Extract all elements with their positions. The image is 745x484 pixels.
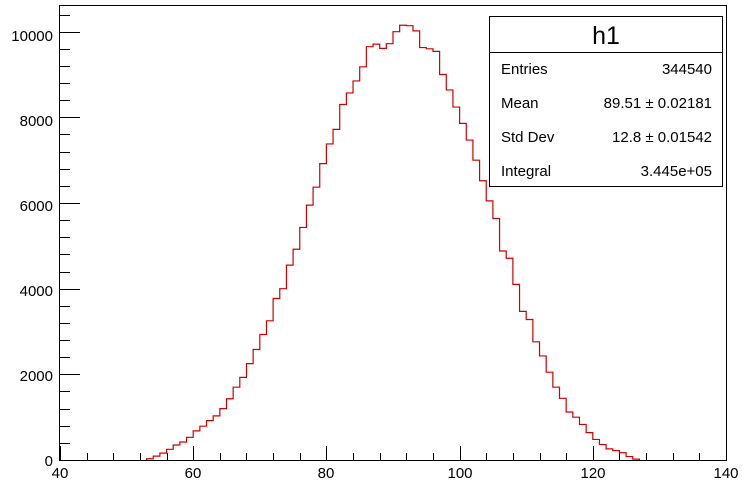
- histogram-bin: [453, 107, 460, 460]
- histogram-bin: [606, 449, 613, 460]
- stats-entries-label: Entries: [501, 61, 548, 78]
- histogram-bin: [466, 140, 473, 460]
- histogram-bin: [207, 421, 214, 460]
- plot-frame: [59, 5, 727, 461]
- histogram-bin: [573, 417, 580, 460]
- histogram-bin: [300, 227, 307, 460]
- histogram-bin: [406, 26, 413, 460]
- histogram-bin: [320, 164, 327, 460]
- histogram-bin: [619, 453, 626, 460]
- histogram-bin: [533, 342, 540, 460]
- histogram-bin: [446, 90, 453, 460]
- y-tick-label: 6000: [20, 198, 53, 215]
- histogram-bin: [286, 265, 293, 460]
- histogram-bin: [346, 93, 353, 460]
- histogram-bin: [227, 399, 234, 460]
- histogram-bin: [293, 249, 300, 460]
- histogram-bin: [220, 409, 227, 460]
- histogram-bin: [380, 48, 387, 460]
- histogram-bin: [493, 218, 500, 460]
- histogram-bin: [173, 445, 180, 460]
- histogram-outline: [145, 24, 641, 460]
- histogram-bin: [326, 144, 333, 460]
- histogram-bin: [400, 25, 407, 460]
- histogram-bin: [473, 160, 480, 460]
- y-tick-label: 2000: [20, 368, 53, 385]
- y-tick-label: 4000: [20, 283, 53, 300]
- histogram-bin: [579, 424, 586, 460]
- stats-integral-label: Integral: [501, 163, 551, 180]
- histogram-bin: [233, 387, 240, 460]
- histogram-bin: [566, 412, 573, 460]
- histogram-bin: [599, 445, 606, 460]
- stats-entries-value: 344540: [662, 61, 712, 78]
- histogram-bin: [486, 201, 493, 460]
- stats-mean-label: Mean: [501, 95, 539, 112]
- stats-box: h1 Entries 344540 Mean 89.51 ± 0.02181 S…: [489, 16, 723, 187]
- histogram-bin: [546, 372, 553, 460]
- histogram-bin: [420, 48, 427, 460]
- histogram-bin: [340, 105, 347, 460]
- stats-integral-value: 3.445e+05: [641, 163, 712, 180]
- histogram-bin: [520, 311, 527, 460]
- histogram-bin: [200, 426, 207, 460]
- histogram-bin: [540, 356, 547, 460]
- histogram-bin: [360, 67, 367, 460]
- histogram-bin: [526, 320, 533, 460]
- histogram-bin: [560, 398, 567, 460]
- x-tick-label: 40: [52, 465, 69, 482]
- histogram-bin: [240, 377, 247, 460]
- histogram-bin: [393, 32, 400, 460]
- x-tick-label: 100: [447, 465, 472, 482]
- histogram-bin: [193, 431, 200, 460]
- histogram-bin: [553, 387, 560, 460]
- x-axis: [60, 446, 727, 460]
- y-tick-label: 10000: [11, 28, 53, 45]
- histogram-bin: [266, 321, 273, 460]
- histogram-bin: [180, 442, 187, 460]
- histogram-bin: [260, 335, 267, 460]
- histogram-bin: [386, 44, 393, 460]
- histogram-bin: [500, 251, 507, 460]
- stats-stddev-value: 12.8 ± 0.01542: [612, 129, 712, 146]
- histogram-bin: [187, 437, 194, 460]
- y-tick-label: 8000: [20, 113, 53, 130]
- histogram-bin: [167, 449, 174, 460]
- histogram-bin: [353, 81, 360, 460]
- histogram-bin: [480, 181, 487, 460]
- histogram-bin: [593, 439, 600, 460]
- histogram-bin: [513, 284, 520, 460]
- histogram-bin: [306, 205, 313, 460]
- x-tick-label: 140: [713, 465, 738, 482]
- histogram-bin: [586, 433, 593, 460]
- y-axis: [60, 15, 80, 461]
- histogram-bin: [280, 289, 287, 460]
- histogram-bin: [413, 31, 420, 460]
- stats-mean-value: 89.51 ± 0.02181: [604, 95, 712, 112]
- x-tick-label: 120: [580, 465, 605, 482]
- histogram-bin: [160, 453, 167, 460]
- histogram-bin: [613, 451, 620, 460]
- histogram-bin: [213, 416, 220, 460]
- histogram-bin: [366, 47, 373, 460]
- y-tick-label: 0: [45, 453, 53, 470]
- histogram-bin: [313, 187, 320, 460]
- x-tick-label: 80: [318, 465, 335, 482]
- stats-box-frame: [489, 16, 723, 187]
- histogram-bin: [253, 349, 260, 460]
- histogram-bin: [426, 49, 433, 460]
- histogram-bin: [506, 258, 513, 460]
- histogram-bin: [440, 75, 447, 460]
- stats-title: h1: [592, 22, 620, 50]
- x-tick-label: 60: [185, 465, 202, 482]
- histogram-bin: [433, 51, 440, 460]
- histogram-bin: [460, 123, 467, 460]
- histogram-bin: [333, 129, 340, 460]
- histogram-bin: [273, 299, 280, 460]
- histogram-bin: [373, 44, 380, 460]
- histogram-bin: [246, 364, 253, 460]
- stats-stddev-label: Std Dev: [501, 129, 555, 146]
